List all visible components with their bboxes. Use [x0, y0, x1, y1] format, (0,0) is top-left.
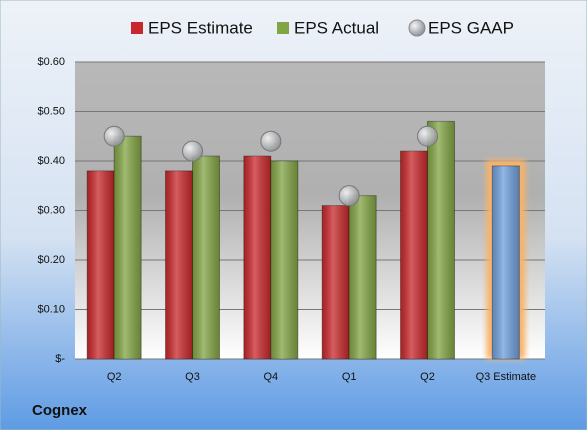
- bar-shine: [192, 156, 220, 359]
- gaap-marker: [103, 125, 125, 147]
- legend-label: EPS Actual: [294, 18, 379, 37]
- x-tick-label: Q3 Estimate: [476, 371, 537, 383]
- y-tick-label: $0.20: [37, 254, 65, 266]
- bar-shine: [492, 165, 520, 359]
- x-tick-label: Q3: [185, 371, 200, 383]
- y-tick-label: $0.60: [37, 56, 65, 68]
- bar-shine: [427, 121, 455, 360]
- bar-shine: [165, 170, 193, 359]
- x-tick-label: Q4: [263, 371, 278, 383]
- bar-shine: [322, 205, 350, 359]
- chart-title: Cognex: [32, 402, 88, 419]
- bar-shine: [87, 170, 115, 359]
- gaap-marker: [338, 185, 360, 207]
- gaap-marker: [417, 125, 438, 147]
- x-tick-label: Q1: [342, 371, 357, 383]
- x-tick-label: Q2: [420, 371, 435, 383]
- y-tick-label: $0.50: [37, 105, 65, 117]
- y-tick-label: $0.10: [37, 303, 65, 315]
- legend-marker: [408, 19, 426, 37]
- y-tick-label: $-: [55, 353, 65, 365]
- bar-shine: [400, 151, 428, 359]
- legend-marker: [277, 22, 289, 34]
- legend-marker: [131, 22, 143, 34]
- y-tick-label: $0.40: [37, 155, 65, 167]
- y-tick-label: $0.30: [37, 204, 65, 216]
- gaap-marker: [260, 130, 282, 152]
- legend-label: EPS GAAP: [428, 18, 514, 37]
- x-tick-label: Q2: [107, 371, 122, 383]
- legend-label: EPS Estimate: [148, 18, 253, 37]
- bar-shine: [243, 156, 271, 359]
- gaap-marker: [182, 140, 203, 162]
- bar-shine: [114, 136, 142, 359]
- bar-shine: [270, 161, 298, 359]
- bar-shine: [349, 195, 377, 359]
